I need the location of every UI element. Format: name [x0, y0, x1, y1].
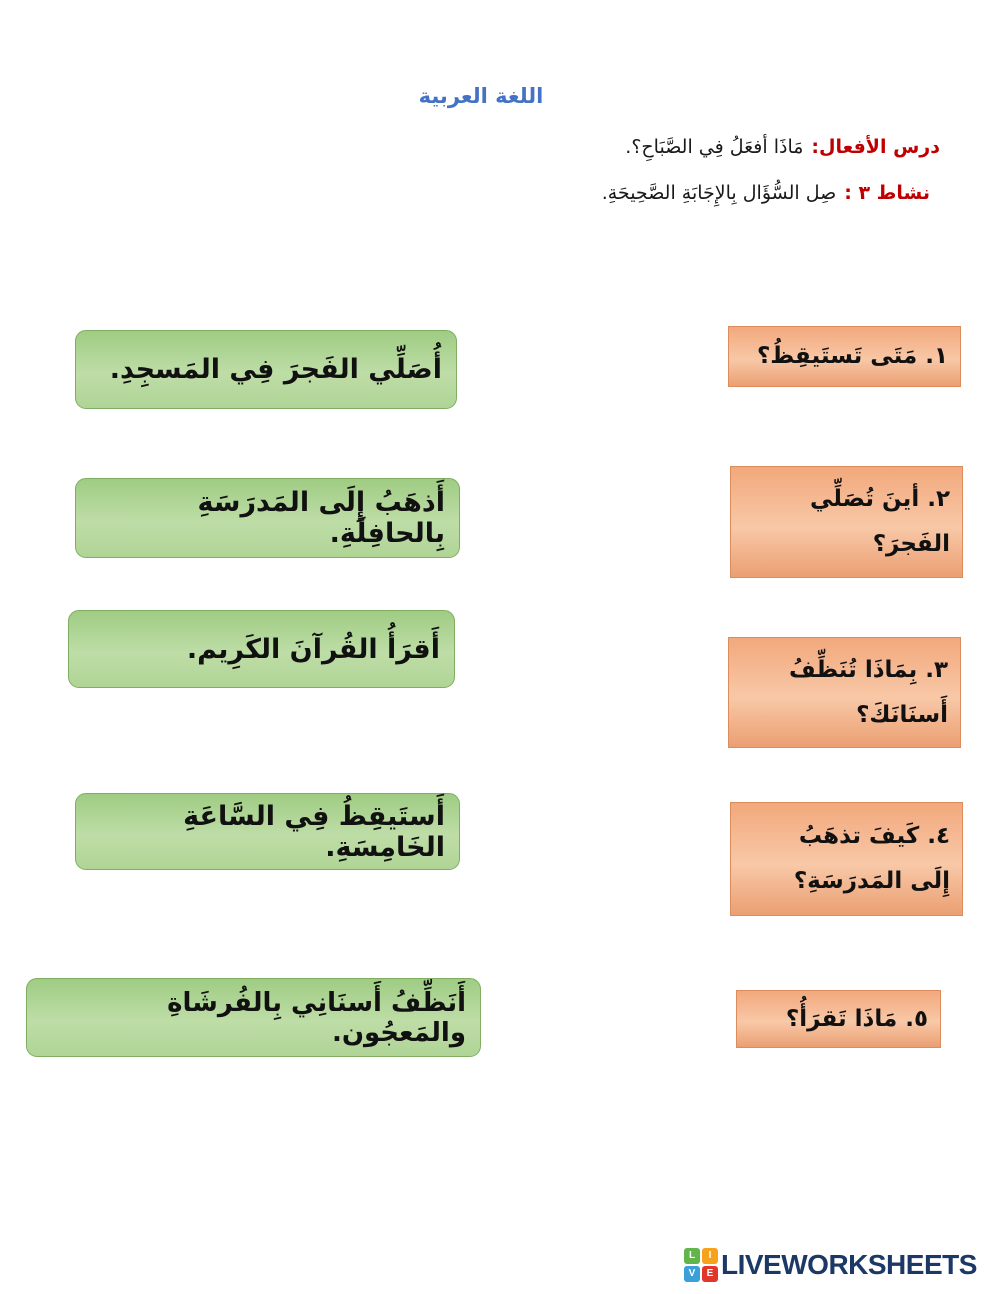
lesson-heading: درس الأفعال: مَاذَا أفعَلُ فِي الصَّبَاح… [625, 136, 940, 158]
question-box-5[interactable]: ٥. مَاذَا تَقرَأُ؟ [736, 990, 941, 1048]
answer-box-5[interactable]: أَنَظِّفُ أَسنَانِي بِالفُرشَاةِ والمَعج… [26, 978, 481, 1057]
answer-text-5: أَنَظِّفُ أَسنَانِي بِالفُرشَاةِ والمَعج… [167, 987, 466, 1048]
logo-tile-v: V [684, 1266, 700, 1282]
question-text-4: ٤. كَيفَ تذهَبُ إِلَى المَدرَسَةِ؟ [793, 823, 950, 894]
activity-heading-label: نشاط ٣ : [844, 182, 930, 204]
page-title: اللغة العربية [418, 84, 544, 108]
question-text-2: ٢. أينَ تُصَلِّي الفَجرَ؟ [810, 486, 950, 557]
question-text-3: ٣. بِمَاذَا تُنَظِّفُ أَسنَانَكَ؟ [789, 656, 948, 728]
question-box-4[interactable]: ٤. كَيفَ تذهَبُ إِلَى المَدرَسَةِ؟ [730, 802, 963, 916]
answer-text-3: أَقرَأُ القُرآنَ الكَرِيم. [186, 633, 440, 665]
question-text-1: ١. مَتَى تَستَيقِظُ؟ [756, 343, 948, 370]
answer-box-3[interactable]: أَقرَأُ القُرآنَ الكَرِيم. [68, 610, 455, 688]
answer-text-2: أَذهَبُ إِلَى المَدرَسَةِ بِالحافِلَةِ. [197, 487, 445, 549]
logo-tile-e: E [702, 1266, 718, 1282]
brand-name: LIVEWORKSHEETS [721, 1249, 977, 1280]
logo-tile-i: I [702, 1248, 718, 1264]
answer-text-4: أَستَيقِظُ فِي السَّاعَةِ الخَامِسَةِ. [183, 800, 445, 863]
liveworksheets-grid-icon: L I V E [684, 1248, 718, 1282]
logo-tile-l: L [684, 1248, 700, 1264]
liveworksheets-logo[interactable]: L I V E LIVEWORKSHEETS [684, 1248, 977, 1282]
question-box-2[interactable]: ٢. أينَ تُصَلِّي الفَجرَ؟ [730, 466, 963, 578]
activity-heading: نشاط ٣ : صِل السُّؤَال بِالإِجَابَةِ الص… [602, 182, 930, 204]
lesson-heading-text: مَاذَا أفعَلُ فِي الصَّبَاحِ؟. [625, 136, 804, 158]
question-box-1[interactable]: ١. مَتَى تَستَيقِظُ؟ [728, 326, 961, 387]
answer-box-2[interactable]: أَذهَبُ إِلَى المَدرَسَةِ بِالحافِلَةِ. [75, 478, 460, 558]
lesson-heading-label: درس الأفعال: [811, 136, 940, 158]
answer-box-4[interactable]: أَستَيقِظُ فِي السَّاعَةِ الخَامِسَةِ. [75, 793, 460, 870]
activity-heading-text: صِل السُّؤَال بِالإِجَابَةِ الصَّحِيحَةِ… [601, 182, 837, 204]
question-box-3[interactable]: ٣. بِمَاذَا تُنَظِّفُ أَسنَانَكَ؟ [728, 637, 961, 748]
answer-box-1[interactable]: أُصَلِّي الفَجرَ فِي المَسجِدِ. [75, 330, 457, 409]
answer-text-1: أُصَلِّي الفَجرَ فِي المَسجِدِ. [109, 354, 442, 385]
question-text-5: ٥. مَاذَا تَقرَأُ؟ [785, 1005, 928, 1032]
